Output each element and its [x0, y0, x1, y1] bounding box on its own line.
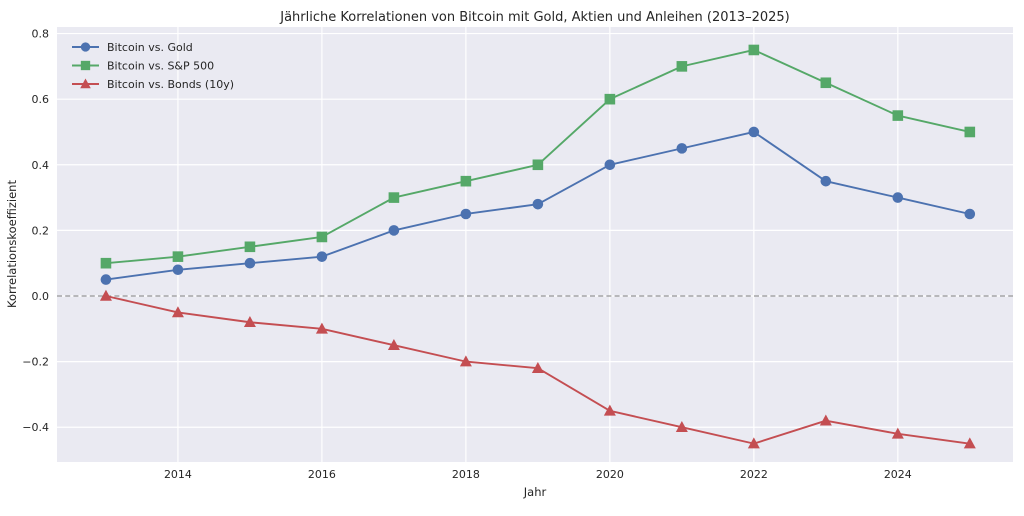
y-tick-label: 0.8: [32, 28, 50, 41]
data-point-marker: [748, 44, 760, 56]
data-point-marker: [100, 257, 112, 269]
x-tick-label: 2024: [884, 468, 912, 481]
legend-item: Bitcoin vs. Gold: [72, 41, 193, 54]
data-point-marker: [460, 175, 472, 187]
data-point-marker: [532, 198, 544, 210]
data-point-marker: [316, 251, 328, 262]
data-point-marker: [531, 361, 544, 373]
y-tick-label: 0.0: [32, 290, 50, 303]
series-1: [100, 44, 976, 269]
y-tick-label: 0.4: [32, 159, 50, 172]
data-point-marker: [532, 159, 544, 171]
data-point-marker: [819, 414, 832, 426]
data-point-marker: [80, 60, 91, 71]
data-point-marker: [675, 421, 688, 433]
series-0: [100, 126, 976, 285]
data-point-marker: [100, 274, 112, 285]
data-point-marker: [244, 257, 256, 269]
legend-label: Bitcoin vs. Bonds (10y): [107, 78, 234, 91]
data-point-marker: [604, 93, 616, 105]
series-2: [99, 289, 976, 449]
y-axis-label: Korrelationskoeffizient: [5, 180, 19, 308]
data-point-marker: [80, 78, 91, 89]
data-point-marker: [676, 61, 688, 72]
data-point-marker: [388, 192, 400, 203]
x-tick-label: 2018: [452, 468, 480, 481]
x-tick-label: 2022: [740, 468, 768, 481]
data-point-marker: [172, 251, 184, 262]
data-point-marker: [316, 231, 328, 243]
plot-background: [57, 27, 1013, 462]
data-point-marker: [315, 322, 328, 334]
y-tick-label: 0.6: [32, 93, 50, 106]
data-point-marker: [892, 192, 904, 203]
data-point-marker: [964, 208, 976, 220]
plot-area: 0.8 0.6 0.4 0.2 0.0 −0.2 −0.4 2014 2016 2018 2020 2…: [22, 27, 1013, 481]
x-tick-label: 2020: [596, 468, 624, 481]
data-point-marker: [676, 143, 688, 154]
data-point-marker: [820, 175, 832, 187]
data-point-marker: [243, 316, 256, 328]
data-point-marker: [964, 126, 976, 138]
legend-item: Bitcoin vs. S&P 500: [72, 60, 214, 73]
data-point-marker: [99, 289, 112, 301]
data-point-marker: [244, 241, 256, 253]
x-axis-label: Jahr: [523, 485, 547, 499]
x-tick-label: 2014: [164, 468, 192, 481]
data-point-marker: [963, 437, 976, 449]
chart-title: Jährliche Korrelationen von Bitcoin mit …: [279, 10, 790, 25]
legend-label: Bitcoin vs. Gold: [107, 41, 193, 54]
data-point-marker: [892, 110, 904, 121]
legend-item: Bitcoin vs. Bonds (10y): [72, 78, 234, 91]
data-point-marker: [604, 159, 616, 171]
data-point-marker: [80, 42, 91, 52]
data-point-marker: [460, 208, 472, 220]
x-tick-label: 2016: [308, 468, 336, 481]
data-point-marker: [459, 355, 472, 367]
data-point-marker: [388, 225, 400, 236]
y-tick-label: −0.4: [22, 421, 49, 434]
data-point-marker: [387, 339, 400, 351]
y-tick-label: 0.2: [32, 224, 50, 237]
legend: Bitcoin vs. Gold Bitcoin vs. S&P 500 Bitco…: [72, 41, 234, 91]
data-point-marker: [747, 437, 760, 449]
y-tick-label: −0.2: [22, 356, 49, 369]
legend-label: Bitcoin vs. S&P 500: [107, 60, 214, 73]
data-point-marker: [748, 126, 760, 138]
data-point-marker: [820, 77, 832, 89]
data-point-marker: [172, 264, 184, 276]
data-point-marker: [171, 306, 184, 318]
data-point-marker: [891, 427, 904, 439]
data-point-marker: [603, 404, 616, 416]
